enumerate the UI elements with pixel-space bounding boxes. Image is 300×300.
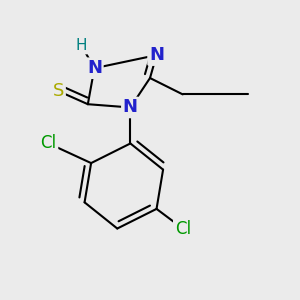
Text: N: N bbox=[123, 98, 138, 116]
Text: H: H bbox=[76, 38, 87, 53]
Text: Cl: Cl bbox=[175, 220, 191, 238]
Text: N: N bbox=[87, 59, 102, 77]
Text: S: S bbox=[53, 82, 64, 100]
Text: Cl: Cl bbox=[40, 134, 57, 152]
Text: N: N bbox=[149, 46, 164, 64]
